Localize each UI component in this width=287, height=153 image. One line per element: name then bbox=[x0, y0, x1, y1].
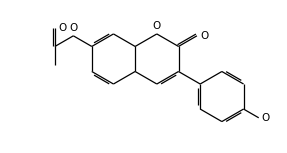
Text: O: O bbox=[153, 21, 161, 31]
Text: O: O bbox=[262, 113, 270, 123]
Text: O: O bbox=[59, 23, 67, 33]
Text: O: O bbox=[69, 23, 77, 33]
Text: O: O bbox=[201, 31, 209, 41]
